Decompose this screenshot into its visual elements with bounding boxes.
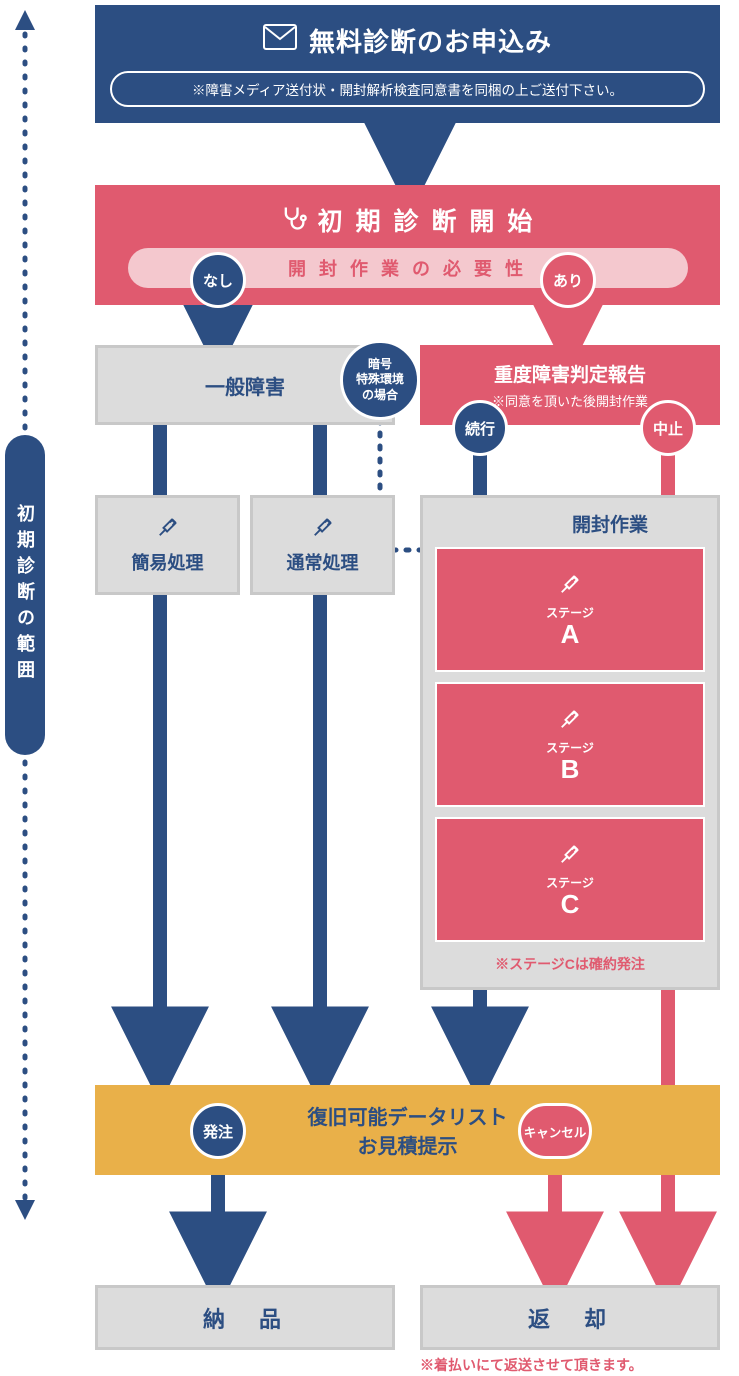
node-initial: 初 期 診 断 開 始 開 封 作 業 の 必 要 性 xyxy=(95,185,720,305)
badge-cancel-bottom: キャンセル xyxy=(518,1103,592,1159)
side-range-label: 初期診断の範囲 xyxy=(5,435,45,755)
normal-label: 通常処理 xyxy=(287,549,359,575)
badge-no-text: なし xyxy=(203,270,233,291)
simple-label: 簡易処理 xyxy=(132,549,204,575)
badge-no: なし xyxy=(190,252,246,308)
special-line1: 暗号 xyxy=(368,357,392,373)
badge-yes-text: あり xyxy=(553,270,583,291)
stage-letter: A xyxy=(561,621,580,647)
stage-prefix: ステージ xyxy=(546,604,594,621)
open-work-note: ※ステージCは確約発注 xyxy=(495,954,645,974)
tools-icon xyxy=(157,516,179,543)
cancel-bottom-text: キャンセル xyxy=(524,1122,587,1141)
tools-icon xyxy=(312,516,334,543)
node-quote: 復旧可能データリスト お見積提示 xyxy=(95,1085,720,1175)
stage-c: ステージC xyxy=(435,817,705,942)
apply-title: 無料診断のお申込み xyxy=(309,22,552,59)
node-apply: 無料診断のお申込み ※障害メディア送付状・開封解析検査同意書を同梱の上ご送付下さ… xyxy=(95,5,720,123)
severe-title: 重度障害判定報告 xyxy=(494,360,646,387)
general-label: 一般障害 xyxy=(205,371,285,400)
mail-icon xyxy=(263,24,297,57)
open-work-title: 開封作業 xyxy=(572,510,648,537)
deliver-label: 納 品 xyxy=(203,1302,287,1334)
special-line2: 特殊環境 xyxy=(356,372,404,388)
return-label: 返 却 xyxy=(528,1302,612,1334)
stage-letter: B xyxy=(561,756,580,782)
stethoscope-icon xyxy=(280,204,308,237)
return-note: ※着払いにて返送させて頂きます。 xyxy=(420,1355,739,1375)
node-simple: 簡易処理 xyxy=(95,495,240,595)
quote-line2: お見積提示 xyxy=(358,1130,458,1159)
initial-title: 初 期 診 断 開 始 xyxy=(318,202,536,238)
node-normal: 通常処理 xyxy=(250,495,395,595)
badge-cancel-top: 中止 xyxy=(640,400,696,456)
badge-special: 暗号 特殊環境 の場合 xyxy=(340,340,420,420)
order-text: 発注 xyxy=(203,1121,233,1142)
tools-icon xyxy=(559,573,581,600)
side-range-text: 初期診断の範囲 xyxy=(12,504,38,686)
initial-subtitle: 開 封 作 業 の 必 要 性 xyxy=(288,255,527,281)
tools-icon xyxy=(559,843,581,870)
tools-icon xyxy=(559,708,581,735)
badge-continue: 続行 xyxy=(452,400,508,456)
stage-prefix: ステージ xyxy=(546,739,594,756)
flowchart-canvas: 初期診断の範囲 無料診断のお申込み ※障害メディア送付状・開封解析検査同意書を同… xyxy=(0,0,739,1376)
apply-note: ※障害メディア送付状・開封解析検査同意書を同梱の上ご送付下さい。 xyxy=(192,79,623,99)
special-line3: の場合 xyxy=(362,388,398,404)
badge-order: 発注 xyxy=(190,1103,246,1159)
severe-note: ※同意を頂いた後開封作業 xyxy=(492,391,648,410)
stage-a: ステージA xyxy=(435,547,705,672)
node-deliver: 納 品 xyxy=(95,1285,395,1350)
stage-prefix: ステージ xyxy=(546,874,594,891)
badge-yes: あり xyxy=(540,252,596,308)
stage-b: ステージB xyxy=(435,682,705,807)
node-return: 返 却 xyxy=(420,1285,720,1350)
quote-line1: 復旧可能データリスト xyxy=(308,1101,508,1130)
node-open-work: 開封作業 ステージAステージBステージC ※ステージCは確約発注 xyxy=(420,495,720,990)
stage-letter: C xyxy=(561,891,580,917)
cancel-top-text: 中止 xyxy=(653,418,683,439)
continue-text: 続行 xyxy=(465,418,495,439)
